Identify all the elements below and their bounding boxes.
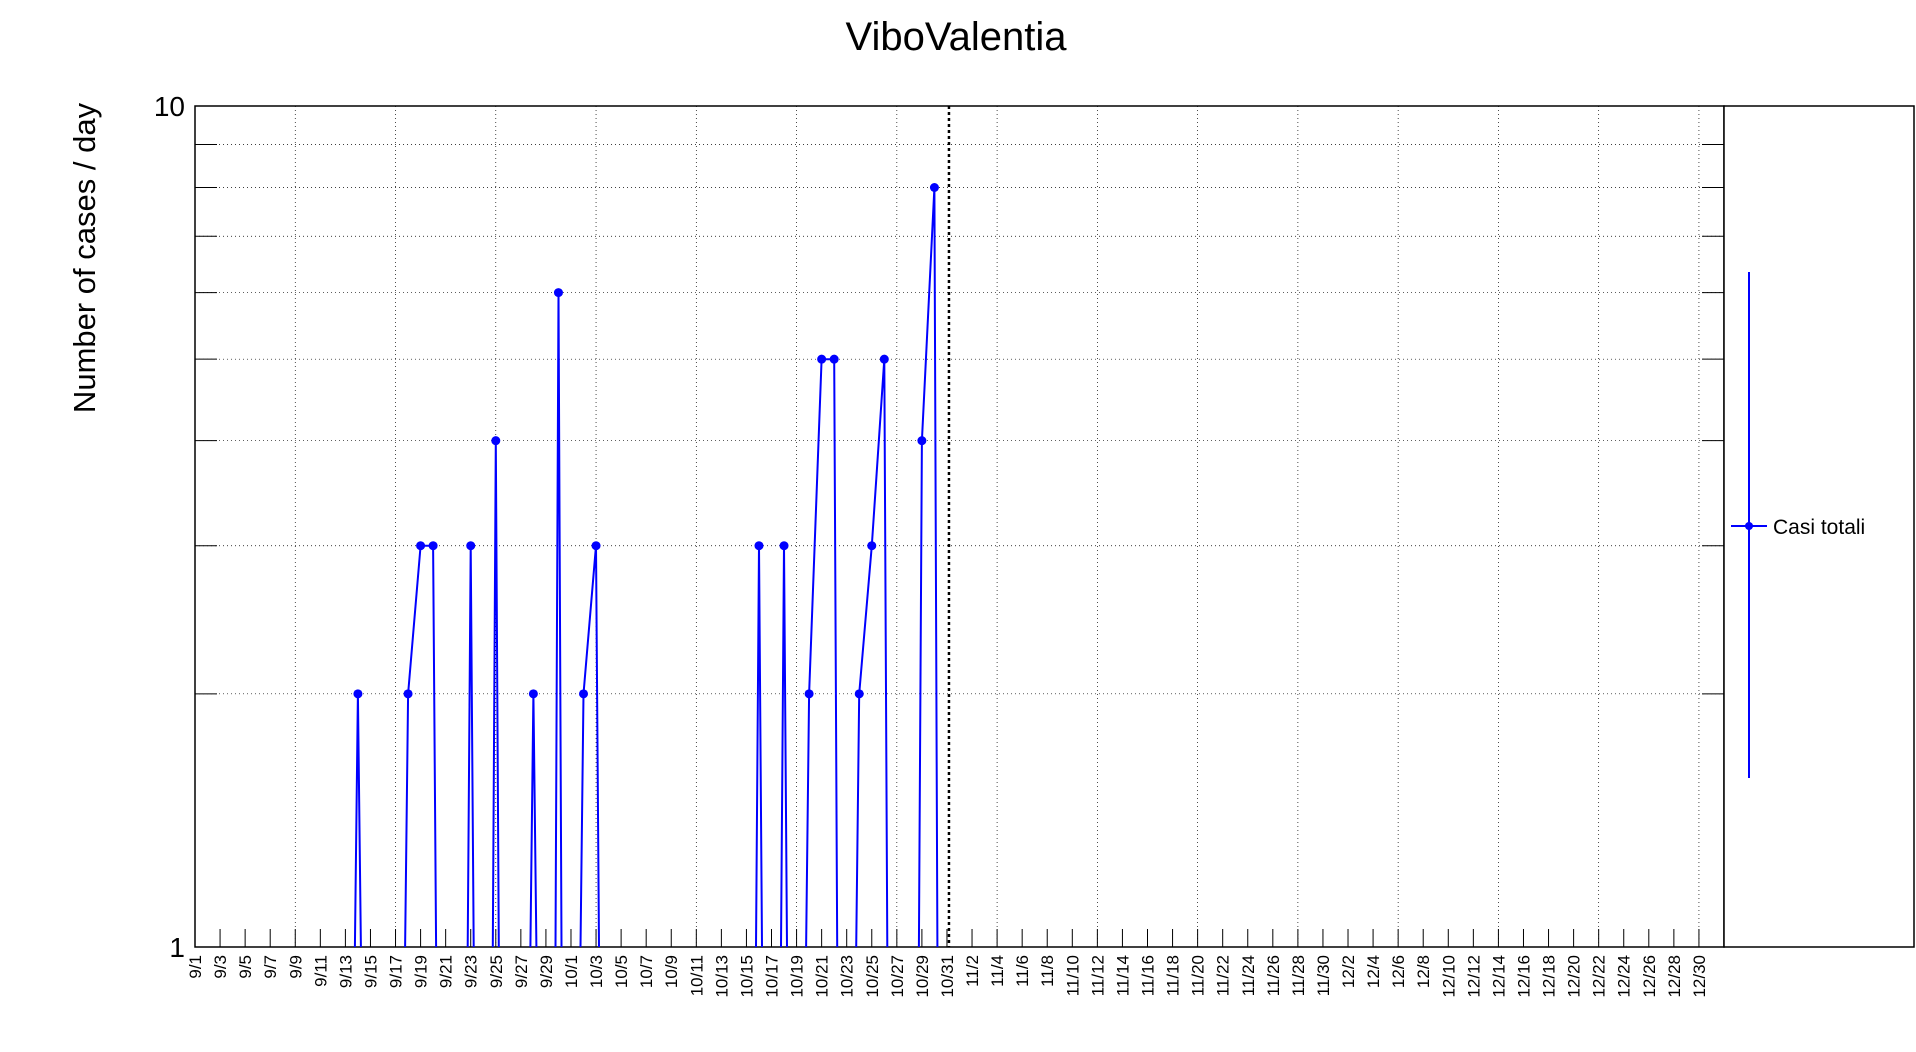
x-tick-label: 10/21 xyxy=(813,955,832,998)
x-tick-label: 9/27 xyxy=(512,955,531,988)
x-tick-label: 9/17 xyxy=(387,955,406,988)
x-tick-label: 9/15 xyxy=(361,955,380,988)
x-tick-label: 10/7 xyxy=(637,955,656,988)
chart-title: ViboValentia xyxy=(846,15,1068,59)
x-tick-label: 12/28 xyxy=(1665,955,1684,998)
data-point xyxy=(591,541,601,551)
x-tick-label: 9/9 xyxy=(286,955,305,979)
x-tick-label: 10/29 xyxy=(913,955,932,998)
x-tick-label: 10/5 xyxy=(612,955,631,988)
x-tick-label: 11/28 xyxy=(1289,955,1308,996)
x-tick-label: 11/6 xyxy=(1013,955,1032,987)
x-tick-label: 10/1 xyxy=(562,955,581,988)
data-point xyxy=(879,354,889,364)
x-tick-label: 12/26 xyxy=(1640,955,1659,998)
x-tick-label: 11/2 xyxy=(963,955,982,987)
x-tick-label: 11/10 xyxy=(1063,955,1082,996)
x-tick-label: 12/30 xyxy=(1690,955,1709,998)
data-point xyxy=(804,689,814,699)
data-point xyxy=(491,436,501,446)
x-tick-label: 11/8 xyxy=(1038,955,1057,987)
data-point xyxy=(466,541,476,551)
data-point xyxy=(867,541,877,551)
legend-entry-casi-totali: Casi totali xyxy=(1773,516,1865,539)
series-casi-totali xyxy=(353,183,939,948)
x-tick-label: 11/18 xyxy=(1164,955,1183,996)
x-tick-label: 9/11 xyxy=(311,955,330,987)
x-tick-label: 11/20 xyxy=(1189,955,1208,996)
x-tick-label: 11/24 xyxy=(1239,955,1258,996)
data-point xyxy=(353,689,363,699)
data-point xyxy=(528,689,538,699)
x-tick-label: 10/17 xyxy=(763,955,782,998)
x-tick-label: 12/2 xyxy=(1339,955,1358,988)
grid xyxy=(194,106,1724,947)
x-tick-label: 12/12 xyxy=(1464,955,1483,998)
x-tick-label: 11/16 xyxy=(1138,955,1157,996)
x-tick-label: 12/16 xyxy=(1514,955,1533,998)
x-tick-labels: 9/1 9/3 9/5 9/7 9/9 9/11 9/13 9/15 9/17 9/19 9/21 9… xyxy=(186,955,1709,998)
x-tick-label: 9/1 xyxy=(186,955,205,979)
x-tick-label: 12/20 xyxy=(1565,955,1584,998)
x-tick-label: 12/14 xyxy=(1489,955,1508,998)
x-tick-label: 10/15 xyxy=(737,955,756,998)
x-tick-label: 10/3 xyxy=(587,955,606,988)
series-line xyxy=(353,187,939,948)
plot-frame xyxy=(194,105,1725,948)
data-point xyxy=(579,689,589,699)
x-tick-label: 12/22 xyxy=(1590,955,1609,998)
x-tick-label: 12/4 xyxy=(1364,955,1383,988)
data-point xyxy=(917,436,927,446)
x-tick-label: 11/14 xyxy=(1113,955,1132,996)
data-point xyxy=(817,354,827,364)
data-point xyxy=(854,689,864,699)
y-axis-label: Number of cases / day xyxy=(67,102,102,413)
x-tick-label: 9/21 xyxy=(437,955,456,988)
x-tick-label: 10/19 xyxy=(788,955,807,998)
x-tick-label: 12/8 xyxy=(1414,955,1433,988)
x-tick-label: 9/13 xyxy=(336,955,355,988)
data-point xyxy=(416,541,426,551)
x-tick-label: 10/9 xyxy=(662,955,681,988)
data-point xyxy=(553,288,563,298)
data-point xyxy=(403,689,413,699)
x-tick-label: 10/23 xyxy=(838,955,857,998)
data-point xyxy=(929,183,939,193)
x-tick-label: 9/5 xyxy=(236,955,255,979)
x-tick-label: 10/11 xyxy=(687,955,706,996)
x-tick-label: 11/22 xyxy=(1214,955,1233,996)
x-tick-label: 12/24 xyxy=(1615,955,1634,998)
y-tick-label: 1 xyxy=(169,932,185,963)
data-point xyxy=(779,541,789,551)
data-point xyxy=(829,354,839,364)
x-tick-label: 11/12 xyxy=(1088,955,1107,996)
x-tick-label: 11/26 xyxy=(1264,955,1283,996)
legend-marker xyxy=(1745,522,1753,530)
x-tick-label: 9/19 xyxy=(412,955,431,988)
x-tick-label: 10/25 xyxy=(863,955,882,998)
x-tick-label: 9/23 xyxy=(462,955,481,988)
x-tick-label: 11/4 xyxy=(988,955,1007,987)
x-tick-label: 11/30 xyxy=(1314,955,1333,996)
axes xyxy=(194,105,1724,948)
x-tick-label: 9/3 xyxy=(211,955,230,979)
x-tick-label: 12/18 xyxy=(1540,955,1559,998)
y-tick-label: 10 xyxy=(154,91,185,122)
x-tick-label: 9/7 xyxy=(261,955,280,979)
x-tick-label: 9/25 xyxy=(487,955,506,988)
x-tick-label: 10/31 xyxy=(938,955,957,998)
data-point xyxy=(428,541,438,551)
x-tick-label: 9/29 xyxy=(537,955,556,988)
x-tick-label: 12/10 xyxy=(1439,955,1458,998)
x-tick-label: 10/13 xyxy=(712,955,731,998)
x-tick-label: 10/27 xyxy=(888,955,907,998)
y-tick-labels: 1 10 xyxy=(154,91,185,963)
data-point xyxy=(754,541,764,551)
x-tick-label: 12/6 xyxy=(1389,955,1408,988)
